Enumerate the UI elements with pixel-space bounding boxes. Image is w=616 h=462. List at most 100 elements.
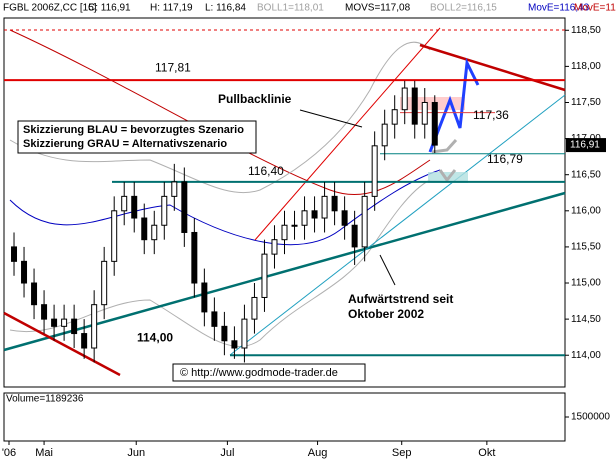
candle-body [311,210,318,219]
candle-body [151,224,158,241]
candle-body [411,87,418,125]
y-tick-label: 115,00 [571,278,601,289]
level-label: 117,36 [473,108,509,122]
candle-body [391,109,398,125]
trend-channel [229,94,566,356]
candle-body [261,253,268,298]
x-tick-label: '06 [2,447,16,459]
legend-box [17,120,257,154]
candle-body [141,217,148,241]
candle-body [351,224,358,248]
y-tick-label: 116,00 [571,205,601,216]
plot-frame [3,17,566,388]
candle-body [331,195,338,212]
candle-body [101,260,108,306]
annotation: Oktober 2002 [348,307,424,321]
moving-average-red [9,29,431,195]
candle-body [271,239,278,255]
candle-body [421,101,428,125]
candle-body [81,333,88,349]
candle-body [431,101,438,146]
header-item: BOLL2=116,15 [430,3,497,14]
annotation: © http://www.godmode-trader.de [180,367,338,379]
header-item: C: 116,91 [88,3,131,14]
candle-body [121,195,128,212]
annotation: Pullbacklinie [218,92,292,106]
candle-body [401,87,408,111]
candle-body [171,181,178,197]
y-tick-label: 114,50 [571,314,601,325]
y-tick-label: 118,00 [571,61,601,72]
candle-body [111,210,118,262]
candle-body [291,224,298,227]
volume-label: Volume=1189236 [6,394,84,405]
candle-body [381,123,388,147]
level-label: 116,40 [248,164,284,178]
annotation: Skizzierung GRAU = Alternativszenario [23,138,227,150]
scenario-gray-arrow [438,169,457,183]
candle-body [71,318,78,335]
x-tick-label: Jun [127,447,145,459]
x-tick-label: Mai [35,447,53,459]
candle-body [251,296,258,320]
candle-body [211,311,218,327]
level-label: 117,81 [155,60,191,74]
copyright-box [172,363,366,382]
candle-body [191,231,198,284]
y-tick-label: 115,50 [571,242,601,253]
candle-body [41,304,48,320]
candle-body [51,318,58,327]
bollinger-lower [9,179,431,347]
candle-body [281,224,288,241]
resistance-line [419,43,566,92]
candle-body [221,325,228,342]
header-item: MOVS=117,08 [345,3,411,14]
candle-body [181,181,188,233]
header-item: L: 116,84 [205,3,246,14]
level-label: 116,79 [487,152,523,166]
x-tick-label: Aug [308,447,328,459]
trend-line [3,191,566,352]
header-item: BOLL1=118,01 [257,3,324,14]
y-tick-label: 118,50 [571,25,601,36]
header-item: FGBL 2006Z,CC [15] [3,3,97,14]
y-tick-label: 114,00 [571,350,601,361]
annotation-arrow [379,254,396,286]
support-line [3,311,121,377]
candle-body [201,282,208,313]
volume-tick-label: 1500000 [571,412,610,423]
candle-body [301,210,308,226]
candle-body [321,195,328,219]
header-item: H: 117,19 [150,3,193,14]
candle-body [31,282,38,306]
bollinger-upper [9,41,431,194]
trend-line-red [254,27,441,241]
candle-body [61,318,68,327]
candle-body [341,210,348,226]
y-tick-label: 116,50 [571,169,601,180]
candle-body [11,246,18,262]
annotation: Skizzierung BLAU = bevorzugtes Szenario [23,124,244,136]
scenario-blue [428,57,480,153]
level-label: 114,00 [137,330,173,344]
last-price-box [566,138,606,153]
candle-body [161,195,168,226]
header-item: MovE=116,79 [574,3,616,14]
y-tick-label: 117,50 [571,97,601,108]
candle-body [131,195,138,219]
annotation: Aufwärtstrend seit [348,292,453,306]
x-tick-label: Sep [392,447,412,459]
candle-body [231,340,238,349]
candle-body [371,145,378,197]
candle-body [21,260,28,284]
scenario-gray [431,138,458,154]
x-tick-label: Okt [478,447,495,459]
candle-body [91,304,98,349]
moving-average-blue [9,169,441,246]
annotation-arrow [299,109,363,128]
x-tick-label: Jul [220,447,234,459]
candle-body [241,318,248,349]
header-item: MovE=116,43 [528,3,590,14]
